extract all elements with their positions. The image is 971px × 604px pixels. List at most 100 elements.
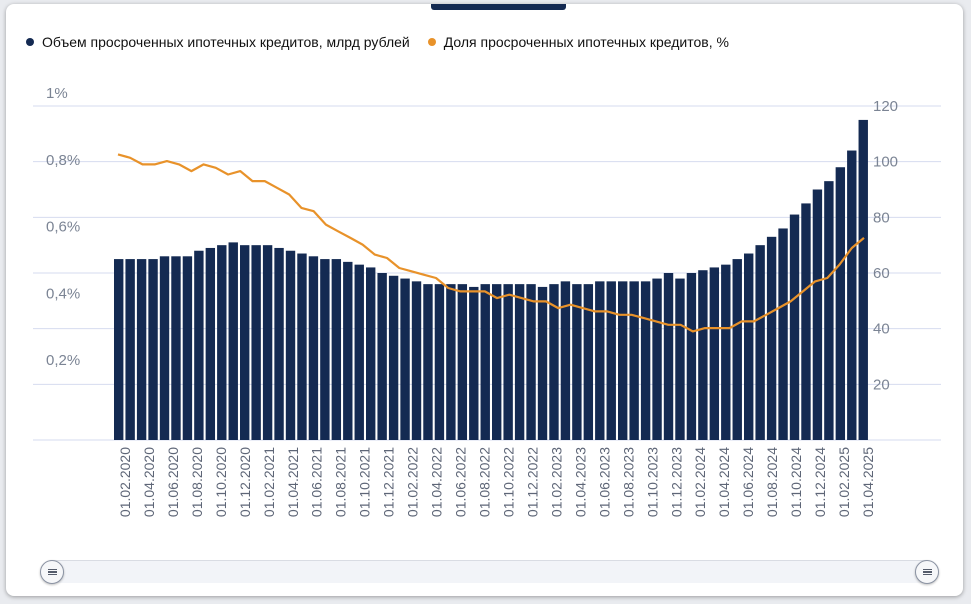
bar: [125, 259, 135, 440]
left-axis-label: 0,4%: [46, 285, 80, 302]
bar: [755, 245, 765, 440]
bar: [136, 259, 147, 440]
x-tick-label: 01.02.2021: [261, 447, 277, 517]
x-tick-label: 01.04.2021: [285, 447, 301, 517]
bar: [744, 253, 754, 440]
x-tick-label: 01.04.2024: [716, 447, 732, 517]
bar: [686, 273, 697, 440]
bar: [847, 150, 857, 441]
bar: [789, 214, 800, 440]
bar: [675, 278, 685, 440]
x-tick-label: 01.06.2024: [740, 447, 756, 517]
bar: [285, 250, 296, 440]
bar: [537, 286, 548, 440]
bar: [434, 284, 445, 440]
bar: [652, 278, 662, 440]
left-axis-label: 1%: [46, 85, 68, 102]
bar: [240, 245, 250, 440]
bar: [732, 259, 742, 440]
bar: [812, 189, 823, 440]
legend-marker-share: [427, 38, 436, 46]
bar: [194, 250, 204, 440]
bar: [354, 264, 364, 440]
x-tick-label: 01.08.2024: [764, 447, 780, 517]
bar: [251, 245, 261, 440]
x-tick-label: 01.06.2022: [453, 447, 469, 517]
x-tick-label: 01.02.2022: [405, 447, 421, 517]
bar: [114, 259, 124, 440]
bar: [148, 259, 158, 440]
chart-card: Объем просроченных ипотечных кредитов, м…: [6, 4, 963, 596]
bar: [217, 245, 227, 440]
left-axis-label: 0,2%: [46, 352, 80, 369]
bar: [377, 273, 387, 440]
share-line: [117, 153, 865, 333]
x-tick-label: 01.04.2023: [572, 447, 588, 517]
bar: [629, 281, 639, 440]
legend-label-share: Доля просроченных ипотечных кредитов, %: [443, 34, 729, 50]
bar: [320, 259, 330, 440]
bar: [228, 242, 238, 440]
bar: [618, 281, 628, 440]
x-tick-label: 01.10.2020: [213, 447, 229, 517]
x-tick-label: 01.06.2020: [165, 447, 181, 517]
left-axis-label: 0,6%: [46, 219, 80, 236]
bar: [331, 259, 342, 440]
legend-marker-volume: [26, 38, 34, 46]
bar: [343, 261, 353, 440]
x-tick-label: 01.12.2023: [668, 447, 684, 517]
bar: [480, 284, 490, 440]
bar: [824, 181, 834, 440]
x-tick-label: 01.12.2021: [381, 447, 397, 517]
legend-item-share[interactable]: Доля просроченных ипотечных кредитов, %: [427, 34, 729, 50]
right-axis-label: 80: [873, 209, 890, 226]
bar: [560, 281, 571, 440]
bar: [709, 267, 720, 440]
left-range-handle[interactable]: [40, 560, 64, 584]
right-axis-label: 120: [873, 98, 898, 115]
x-tick-label: 01.08.2020: [189, 447, 205, 517]
bar: [835, 167, 846, 440]
x-tick-label: 01.04.2020: [141, 447, 157, 517]
grip-icon: [47, 568, 57, 576]
x-tick-label: 01.10.2023: [644, 447, 660, 517]
x-tick-label: 01.08.2023: [620, 447, 636, 517]
bar: [274, 247, 284, 440]
bar: [159, 256, 170, 440]
x-tick-label: 01.04.2022: [429, 447, 445, 517]
range-navigator[interactable]: [40, 557, 939, 584]
bar: [182, 256, 193, 440]
x-tick-label: 01.02.2020: [117, 447, 133, 517]
right-range-handle[interactable]: [915, 560, 939, 584]
x-tick-label: 01.08.2021: [333, 447, 349, 517]
bar: [663, 273, 674, 440]
x-tick-label: 01.02.2025: [836, 447, 852, 517]
bar: [205, 247, 216, 440]
bar: [766, 236, 777, 440]
x-tick-label: 01.08.2022: [477, 447, 493, 517]
bar: [640, 281, 651, 440]
bar: [595, 281, 605, 440]
navigator-track[interactable]: [50, 560, 927, 583]
x-tick-label: 01.12.2020: [237, 447, 253, 517]
bar: [549, 284, 559, 440]
right-axis-label: 100: [873, 154, 898, 171]
legend-item-volume[interactable]: Объем просроченных ипотечных кредитов, м…: [26, 34, 410, 50]
bar: [469, 286, 479, 440]
x-tick-label: 01.06.2021: [309, 447, 325, 517]
right-axis-label: 40: [873, 321, 890, 338]
plot-area: 20 40 60 80 100 120 0,2% 0,4% 0,6% 0,8% 1% 01.02.20…: [33, 85, 941, 517]
bar: [801, 203, 811, 440]
bar: [388, 275, 399, 440]
bar: [262, 245, 273, 440]
left-axis-label: 0,8%: [46, 152, 80, 169]
x-tick-label: 01.02.2024: [692, 447, 708, 517]
bar: [423, 284, 433, 440]
right-axis-label: 60: [873, 265, 890, 282]
bar: [606, 281, 616, 440]
x-tick-label: 01.12.2024: [812, 447, 828, 517]
bar: [171, 256, 181, 440]
x-tick-label: 01.10.2021: [357, 447, 373, 517]
bar: [858, 119, 868, 441]
x-tick-label: 01.02.2023: [548, 447, 564, 517]
